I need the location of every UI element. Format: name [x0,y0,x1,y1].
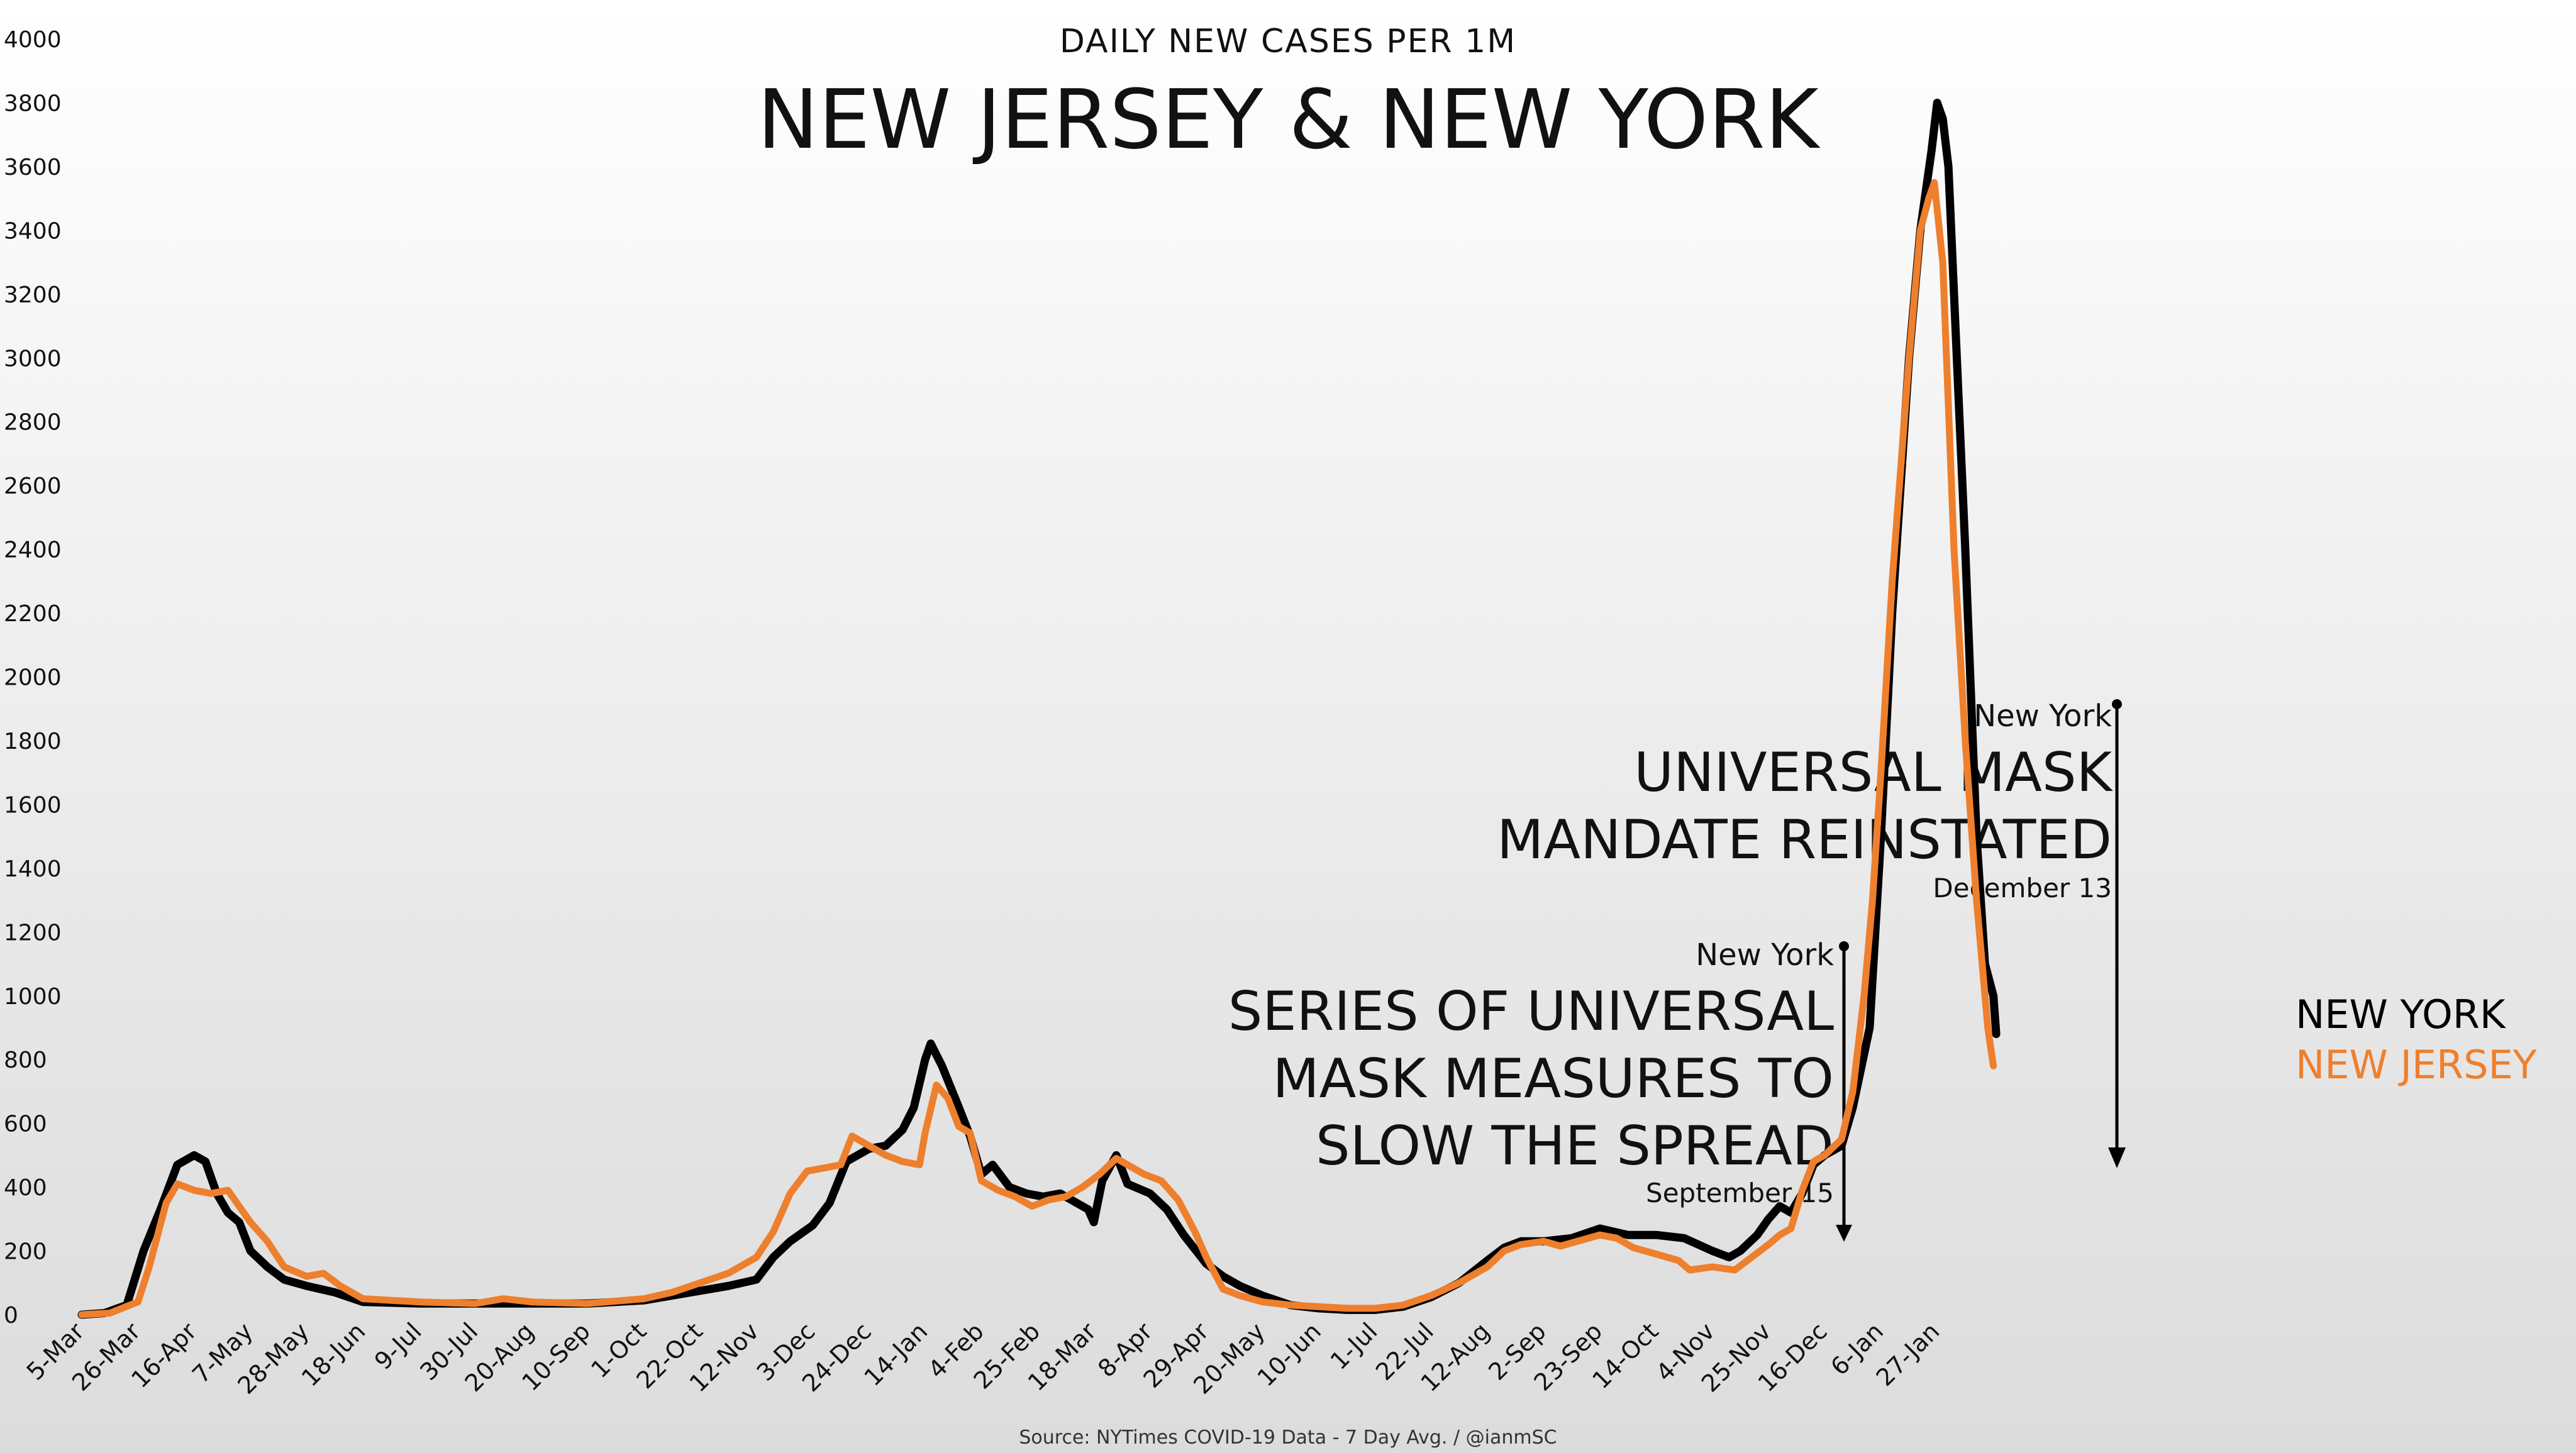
annotation-december-arrowhead [2108,1147,2126,1168]
annotation-september-line1: SERIES OF UNIVERSAL [1228,980,1834,1043]
y-axis-ticks: 0 200 400 600 800 1000 1200 1400 1600 1800 2000 220… [4,27,62,1329]
y-tick-label: 3600 [4,155,62,180]
y-tick-label: 2000 [4,665,62,691]
annotation-december-line1: UNIVERSAL MASK [1634,741,2113,804]
annotation-september-arrowhead [1836,1225,1852,1242]
x-tick-label: 14-Jan [858,1317,933,1391]
y-tick-label: 2800 [4,410,62,436]
x-tick-label: 10-Jun [1252,1317,1326,1391]
y-tick-label: 1400 [4,856,62,882]
y-tick-label: 2600 [4,473,62,499]
annotation-september-line3: SLOW THE SPREAD [1316,1115,1834,1178]
y-tick-label: 200 [4,1239,47,1265]
annotation-december-date: December 13 [1933,873,2112,903]
annotation-september-line2: MASK MEASURES TO [1272,1047,1834,1110]
x-tick-label: 18-Jun [296,1317,370,1391]
series-layer [77,99,2001,1319]
y-tick-label: 3200 [4,282,62,308]
y-tick-label: 800 [4,1047,47,1073]
y-tick-label: 4000 [4,27,62,53]
y-tick-label: 0 [4,1303,18,1329]
x-tick-label: 27-Jan [1871,1317,1945,1391]
chart-subtitle: DAILY NEW CASES PER 1M [1060,23,1516,60]
annotation-december-dot [2112,699,2122,709]
y-tick-label: 400 [4,1175,47,1201]
y-tick-label: 3400 [4,218,62,244]
y-tick-label: 2200 [4,601,62,627]
y-tick-label: 1600 [4,792,62,818]
annotation-september: New York SERIES OF UNIVERSAL MASK MEASUR… [1228,937,1852,1242]
y-tick-label: 1200 [4,920,62,946]
chart-title: NEW JERSEY & NEW YORK [757,72,1820,167]
y-tick-label: 1800 [4,729,62,754]
y-tick-label: 600 [4,1112,47,1137]
y-tick-label: 2400 [4,538,62,563]
legend-new-york: NEW YORK [2296,992,2506,1037]
series-line-new-jersey [78,179,1997,1318]
annotation-december: New York UNIVERSAL MASK MANDATE REINSTAT… [1497,699,2126,1168]
legend-new-jersey: NEW JERSEY [2296,1042,2537,1088]
annotation-september-dot [1839,941,1849,951]
source-note: Source: NYTimes COVID-19 Data - 7 Day Av… [1019,1427,1557,1449]
annotation-december-location: New York [1974,699,2112,734]
annotation-december-line2: MANDATE REINSTATED [1497,809,2112,871]
y-tick-label: 1000 [4,984,62,1010]
x-axis-ticks: 5-Mar26-Mar16-Apr7-May28-May18-Jun9-Jul3… [21,1317,1945,1400]
annotation-september-location: New York [1696,937,1834,973]
y-tick-label: 3800 [4,91,62,116]
y-tick-label: 3000 [4,346,62,372]
